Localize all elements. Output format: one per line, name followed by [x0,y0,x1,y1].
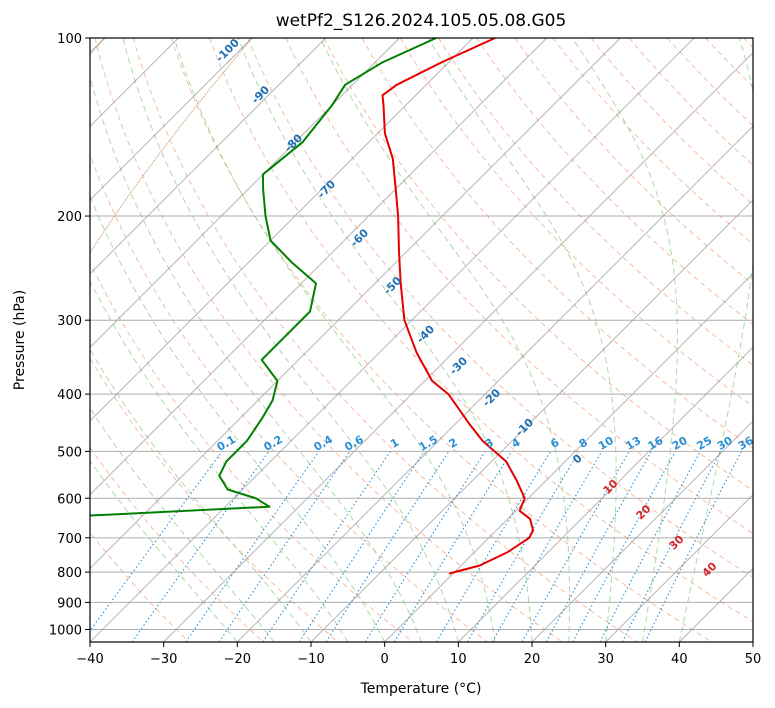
x-tick-label: 0 [381,652,389,667]
isotherm [605,494,753,642]
isotherm [163,52,753,642]
dry-adiabat [209,38,753,623]
mixing-ratio-line [298,451,425,642]
mixing-ratio-line [393,451,513,642]
y-tick-label: 300 [57,314,82,329]
moist-adiabat [571,38,678,642]
mixing-ratio-line [262,451,391,642]
dry-adiabat [628,38,753,166]
dry-adiabat [94,38,563,642]
y-tick-label: 800 [57,566,82,581]
dry-adiabat [170,38,712,642]
mixing-ratio-line [545,451,652,642]
isotherm [90,38,400,348]
dry-adiabat [132,38,638,642]
background-lines [90,38,753,642]
y-tick-label: 500 [57,445,82,460]
isotherm [90,38,621,569]
mixing-ratio-line [218,451,351,642]
plot-background [90,38,753,642]
mixing-ratio-line [621,451,722,642]
x-tick-label: 10 [450,652,467,667]
mixing-ratio-line [90,451,223,632]
x-tick-label: −30 [150,652,177,667]
x-tick-label: 50 [745,652,762,667]
dry-adiabat [361,38,753,449]
isotherm [237,125,753,642]
dry-adiabat [590,38,753,206]
isotherm [90,38,695,642]
dry-adiabat [90,531,190,642]
y-tick-label: 200 [57,210,82,225]
y-tick-label: 1000 [49,623,82,638]
dry-adiabat [514,38,753,285]
x-axis: −40 −30 −20 −10 0 10 20 30 40 50 [76,642,761,667]
gridlines [90,38,753,642]
temperature-profile-line [381,38,535,575]
moist-adiabat [90,407,275,642]
moist-adiabat [678,38,753,642]
moist-adiabat [319,38,570,642]
x-tick-label: 20 [524,652,541,667]
moist-adiabat [427,38,617,642]
mixing-ratio-line [325,451,450,642]
moist-adiabat [90,194,386,642]
moist-adiabat [90,459,238,642]
isotherm [90,38,474,422]
isotherm [384,273,753,642]
isotherm [310,199,753,642]
mixing-ratio-line [572,451,676,642]
y-tick-label: 400 [57,388,82,403]
mixing-ratio-line [185,451,320,642]
x-axis-label: Temperature (°C) [360,681,482,697]
isotherm [90,38,253,201]
isotherm [90,38,326,275]
isotherm [458,346,753,642]
y-axis-label: Pressure (hPa) [12,290,28,390]
moist-adiabat [90,74,422,642]
moist-adiabat [122,38,459,642]
y-axis: 100 200 300 400 500 600 700 800 900 1000 [49,32,90,638]
x-tick-label: −40 [76,652,103,667]
mixing-ratio-line [521,451,630,642]
x-tick-label: 30 [597,652,614,667]
isotherm [90,38,547,496]
dry-adiabat [399,38,753,408]
moist-adiabat [173,38,496,642]
y-tick-label: 100 [57,32,82,47]
mixing-ratio-line [644,451,742,642]
x-tick-label: 40 [671,652,688,667]
plot-area: 0.1 0.2 0.4 0.6 1 1.5 2 3 4 6 8 10 13 16 20 25 30 36-100-… [89,36,756,643]
x-tick-label: −10 [297,652,324,667]
dry-adiabat [90,261,414,642]
dewpoint-profile-line [90,38,437,517]
dry-adiabat [476,38,753,326]
isotherm [531,420,753,642]
dry-adiabat [437,38,753,366]
y-tick-label: 900 [57,596,82,611]
chart-title: wetPf2_S126.2024.105.05.08.G05 [276,11,567,31]
x-tick-label: −20 [224,652,251,667]
y-tick-label: 700 [57,532,82,547]
plot-frame [89,37,754,643]
dry-adiabat [90,446,264,642]
profile-lines [90,38,535,575]
dry-adiabat [247,38,753,578]
moist-adiabat [237,38,533,642]
y-tick-label: 600 [57,492,82,507]
